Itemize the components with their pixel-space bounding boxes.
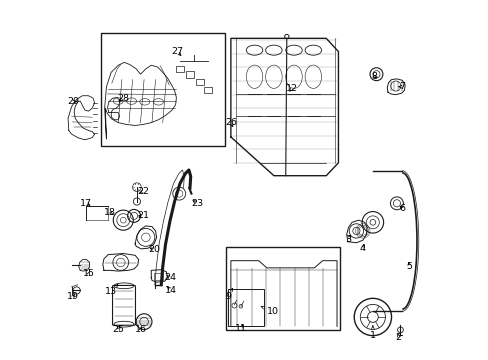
Text: 18: 18 <box>104 208 116 217</box>
Text: 15: 15 <box>82 269 94 278</box>
Text: 14: 14 <box>164 285 177 294</box>
Text: 12: 12 <box>285 84 297 93</box>
Text: 1: 1 <box>369 326 375 341</box>
Text: 25: 25 <box>112 325 124 334</box>
Text: 3: 3 <box>345 235 351 244</box>
Text: 20: 20 <box>148 246 160 255</box>
Text: 4: 4 <box>359 244 365 253</box>
Bar <box>175 66 183 72</box>
Text: 17: 17 <box>80 199 92 208</box>
Text: 6: 6 <box>399 204 405 213</box>
Bar <box>186 71 194 78</box>
Text: 26: 26 <box>224 118 236 127</box>
Text: 10: 10 <box>261 306 278 316</box>
Text: 16: 16 <box>134 325 146 334</box>
Bar <box>203 87 211 93</box>
Bar <box>196 78 204 85</box>
Text: 5: 5 <box>406 262 411 271</box>
Text: 11: 11 <box>234 324 246 333</box>
Text: 21: 21 <box>137 211 149 220</box>
Text: 29: 29 <box>67 97 79 106</box>
Bar <box>154 273 163 280</box>
Bar <box>225 247 339 330</box>
Text: 24: 24 <box>163 273 176 282</box>
Bar <box>101 33 224 146</box>
Text: 13: 13 <box>105 284 118 296</box>
Text: 2: 2 <box>395 333 401 342</box>
Text: 22: 22 <box>137 187 149 196</box>
Text: 27: 27 <box>171 47 183 56</box>
Bar <box>228 289 263 326</box>
Text: 19: 19 <box>67 292 79 301</box>
Text: 9: 9 <box>225 288 232 301</box>
Text: 7: 7 <box>398 82 405 91</box>
Text: 23: 23 <box>191 199 203 208</box>
Text: 28: 28 <box>117 94 129 103</box>
Text: 8: 8 <box>370 72 377 81</box>
